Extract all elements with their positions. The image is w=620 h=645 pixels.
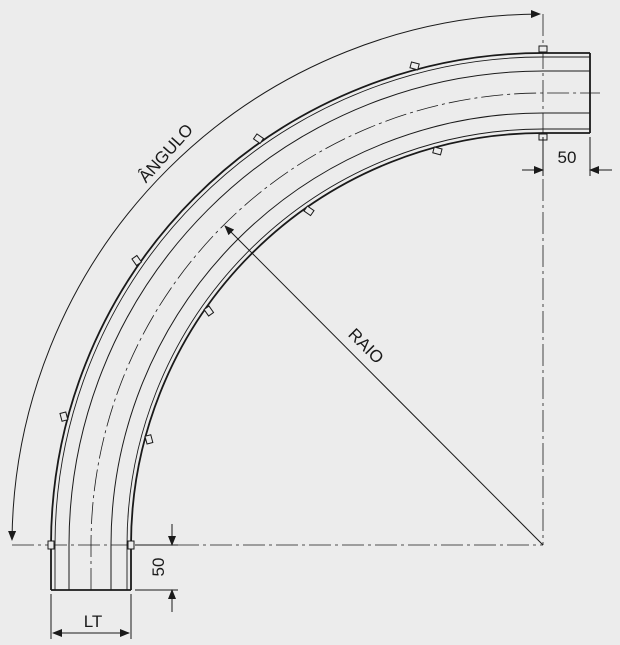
inner-bracket xyxy=(432,146,443,156)
outer-bracket xyxy=(409,61,420,71)
outer-bracket xyxy=(59,411,69,422)
curve-centerline xyxy=(90,92,600,590)
width-dimension xyxy=(50,594,132,639)
inner-bracket xyxy=(144,434,154,445)
end-bracket xyxy=(127,540,135,550)
end-bracket xyxy=(538,45,548,53)
angle-label: ÂNGULO xyxy=(135,120,197,186)
radius-dimension-line xyxy=(224,225,544,546)
end-bracket xyxy=(47,540,55,550)
bottom-extension-dimension xyxy=(135,524,178,612)
centerlines xyxy=(12,14,600,590)
width-label: LT xyxy=(84,612,103,631)
right-extension-label: 50 xyxy=(558,148,577,167)
radius-label: RAIO xyxy=(344,325,387,368)
bottom-extension-label: 50 xyxy=(149,558,168,577)
right-extension-dimension xyxy=(522,137,612,176)
angle-dimension-arc xyxy=(8,10,541,541)
